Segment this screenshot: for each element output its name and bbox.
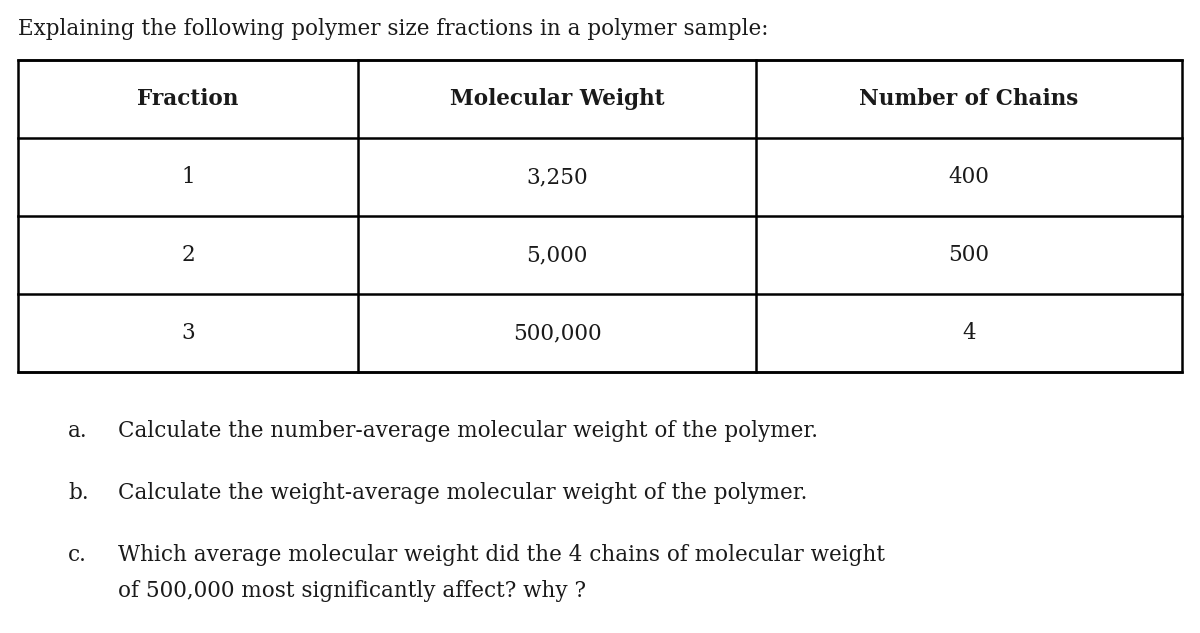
Text: 3,250: 3,250 xyxy=(526,166,588,188)
Text: 1: 1 xyxy=(181,166,194,188)
Text: 500,000: 500,000 xyxy=(512,322,601,344)
Text: Explaining the following polymer size fractions in a polymer sample:: Explaining the following polymer size fr… xyxy=(18,18,768,40)
Text: Fraction: Fraction xyxy=(137,88,239,110)
Text: Number of Chains: Number of Chains xyxy=(859,88,1079,110)
Text: b.: b. xyxy=(68,482,89,504)
Text: Calculate the weight-average molecular weight of the polymer.: Calculate the weight-average molecular w… xyxy=(118,482,808,504)
Text: of 500,000 most significantly affect? why ?: of 500,000 most significantly affect? wh… xyxy=(118,580,586,602)
Text: a.: a. xyxy=(68,420,88,442)
Text: 4: 4 xyxy=(962,322,976,344)
Text: 3: 3 xyxy=(181,322,194,344)
Text: 500: 500 xyxy=(948,244,990,266)
Text: Which average molecular weight did the 4 chains of molecular weight: Which average molecular weight did the 4… xyxy=(118,544,886,566)
Text: 2: 2 xyxy=(181,244,194,266)
Text: 5,000: 5,000 xyxy=(527,244,588,266)
Text: Calculate the number-average molecular weight of the polymer.: Calculate the number-average molecular w… xyxy=(118,420,818,442)
Text: Molecular Weight: Molecular Weight xyxy=(450,88,665,110)
Text: c.: c. xyxy=(68,544,86,566)
Text: 400: 400 xyxy=(948,166,990,188)
Bar xyxy=(18,60,1182,372)
